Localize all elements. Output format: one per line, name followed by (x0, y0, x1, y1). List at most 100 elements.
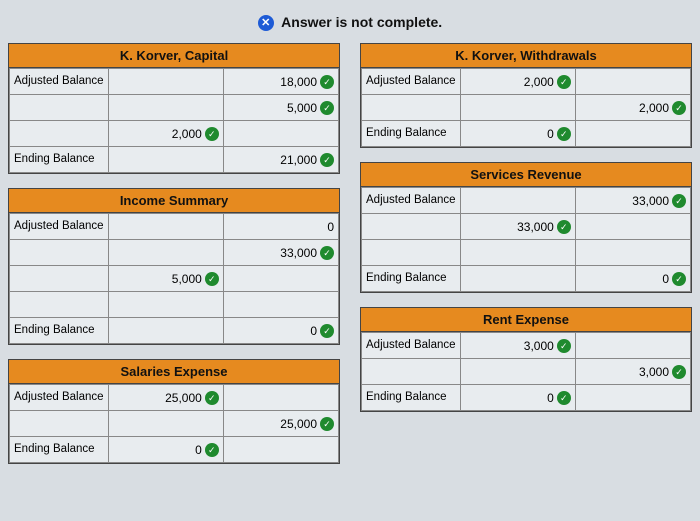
credit-cell[interactable] (575, 333, 690, 359)
credit-cell[interactable] (575, 385, 690, 411)
table-row: 33,000✓ (10, 240, 339, 266)
check-icon: ✓ (672, 365, 686, 379)
row-label (10, 292, 109, 318)
table-row: 2,000✓ (362, 95, 691, 121)
check-icon: ✓ (320, 324, 334, 338)
debit-cell[interactable]: 33,000✓ (460, 214, 575, 240)
debit-cell[interactable] (460, 240, 575, 266)
credit-cell[interactable]: 25,000✓ (223, 411, 338, 437)
debit-cell[interactable]: 2,000✓ (108, 121, 223, 147)
credit-cell[interactable]: 0✓ (575, 266, 690, 292)
row-label: Adjusted Balance (10, 385, 109, 411)
row-label: Ending Balance (362, 121, 461, 147)
credit-cell[interactable] (223, 385, 338, 411)
row-label (10, 121, 109, 147)
table-row: Ending Balance0✓ (362, 385, 691, 411)
credit-cell[interactable] (575, 240, 690, 266)
table-row: Adjusted Balance 18,000✓ (10, 69, 339, 95)
account-table: Adjusted Balance33,000✓33,000✓Ending Bal… (361, 187, 691, 292)
table-row: 5,000✓ (10, 95, 339, 121)
credit-cell[interactable] (223, 266, 338, 292)
check-icon: ✓ (557, 127, 571, 141)
credit-cell[interactable] (223, 437, 338, 463)
debit-cell[interactable]: 0✓ (108, 437, 223, 463)
debit-cell[interactable]: 5,000✓ (108, 266, 223, 292)
credit-cell[interactable]: 21,000✓ (223, 147, 338, 173)
debit-cell[interactable] (460, 266, 575, 292)
check-icon: ✓ (320, 101, 334, 115)
t-account: K. Korver, CapitalAdjusted Balance 18,000… (8, 43, 340, 174)
table-row: 3,000✓ (362, 359, 691, 385)
check-icon: ✓ (320, 153, 334, 167)
credit-cell[interactable] (223, 292, 338, 318)
table-row: 25,000✓ (10, 411, 339, 437)
account-title: Services Revenue (361, 163, 691, 187)
t-account: K. Korver, WithdrawalsAdjusted Balance2,… (360, 43, 692, 148)
t-account: Rent ExpenseAdjusted Balance3,000✓3,000✓… (360, 307, 692, 412)
credit-cell[interactable]: 5,000✓ (223, 95, 338, 121)
check-icon: ✓ (205, 272, 219, 286)
debit-cell[interactable] (108, 214, 223, 240)
debit-cell[interactable] (460, 359, 575, 385)
credit-cell[interactable] (575, 214, 690, 240)
debit-cell[interactable] (460, 188, 575, 214)
row-label (10, 240, 109, 266)
check-icon: ✓ (205, 127, 219, 141)
account-table: Adjusted Balance25,000✓25,000✓Ending Bal… (9, 384, 339, 463)
credit-cell[interactable]: 18,000✓ (223, 69, 338, 95)
check-icon: ✓ (205, 391, 219, 405)
credit-cell[interactable]: 33,000✓ (575, 188, 690, 214)
row-label (362, 95, 461, 121)
account-title: K. Korver, Capital (9, 44, 339, 68)
debit-cell[interactable] (108, 95, 223, 121)
debit-cell[interactable] (108, 147, 223, 173)
credit-cell[interactable]: 2,000✓ (575, 95, 690, 121)
account-title: Income Summary (9, 189, 339, 213)
credit-cell[interactable]: 33,000✓ (223, 240, 338, 266)
debit-cell[interactable] (460, 95, 575, 121)
row-label: Adjusted Balance (10, 69, 109, 95)
row-label: Ending Balance (10, 147, 109, 173)
check-icon: ✓ (557, 391, 571, 405)
row-label (362, 359, 461, 385)
table-row: 33,000✓ (362, 214, 691, 240)
debit-cell[interactable]: 2,000✓ (460, 69, 575, 95)
account-table: Adjusted Balance3,000✓3,000✓Ending Balan… (361, 332, 691, 411)
debit-cell[interactable] (108, 69, 223, 95)
row-label: Adjusted Balance (362, 333, 461, 359)
check-icon: ✓ (205, 443, 219, 457)
debit-cell[interactable] (108, 318, 223, 344)
debit-cell[interactable]: 0✓ (460, 121, 575, 147)
table-row: Ending Balance0✓ (362, 121, 691, 147)
debit-cell[interactable]: 25,000✓ (108, 385, 223, 411)
credit-cell[interactable]: 0 (223, 214, 338, 240)
debit-cell[interactable]: 3,000✓ (460, 333, 575, 359)
table-row: Adjusted Balance25,000✓ (10, 385, 339, 411)
row-label (10, 95, 109, 121)
debit-cell[interactable]: 0✓ (460, 385, 575, 411)
table-row: Ending Balance0✓ (10, 318, 339, 344)
check-icon: ✓ (672, 194, 686, 208)
credit-cell[interactable]: 0✓ (223, 318, 338, 344)
credit-cell[interactable] (223, 121, 338, 147)
table-row: Ending Balance0✓ (10, 437, 339, 463)
debit-cell[interactable] (108, 411, 223, 437)
debit-cell[interactable] (108, 240, 223, 266)
table-row: Ending Balance 21,000✓ (10, 147, 339, 173)
row-label: Adjusted Balance (10, 214, 109, 240)
t-account: Income SummaryAdjusted Balance 033,000✓5,… (8, 188, 340, 345)
left-column: K. Korver, CapitalAdjusted Balance18,000… (8, 43, 340, 478)
row-label: Adjusted Balance (362, 69, 461, 95)
row-label (10, 266, 109, 292)
account-title: K. Korver, Withdrawals (361, 44, 691, 68)
account-table: Adjusted Balance 033,000✓5,000✓ Ending Bal… (9, 213, 339, 344)
check-icon: ✓ (320, 246, 334, 260)
credit-cell[interactable] (575, 121, 690, 147)
right-column: K. Korver, WithdrawalsAdjusted Balance2,… (360, 43, 692, 478)
error-icon: ✕ (258, 15, 274, 31)
table-row: Ending Balance0✓ (362, 266, 691, 292)
table-row: Adjusted Balance3,000✓ (362, 333, 691, 359)
credit-cell[interactable] (575, 69, 690, 95)
credit-cell[interactable]: 3,000✓ (575, 359, 690, 385)
debit-cell[interactable] (108, 292, 223, 318)
